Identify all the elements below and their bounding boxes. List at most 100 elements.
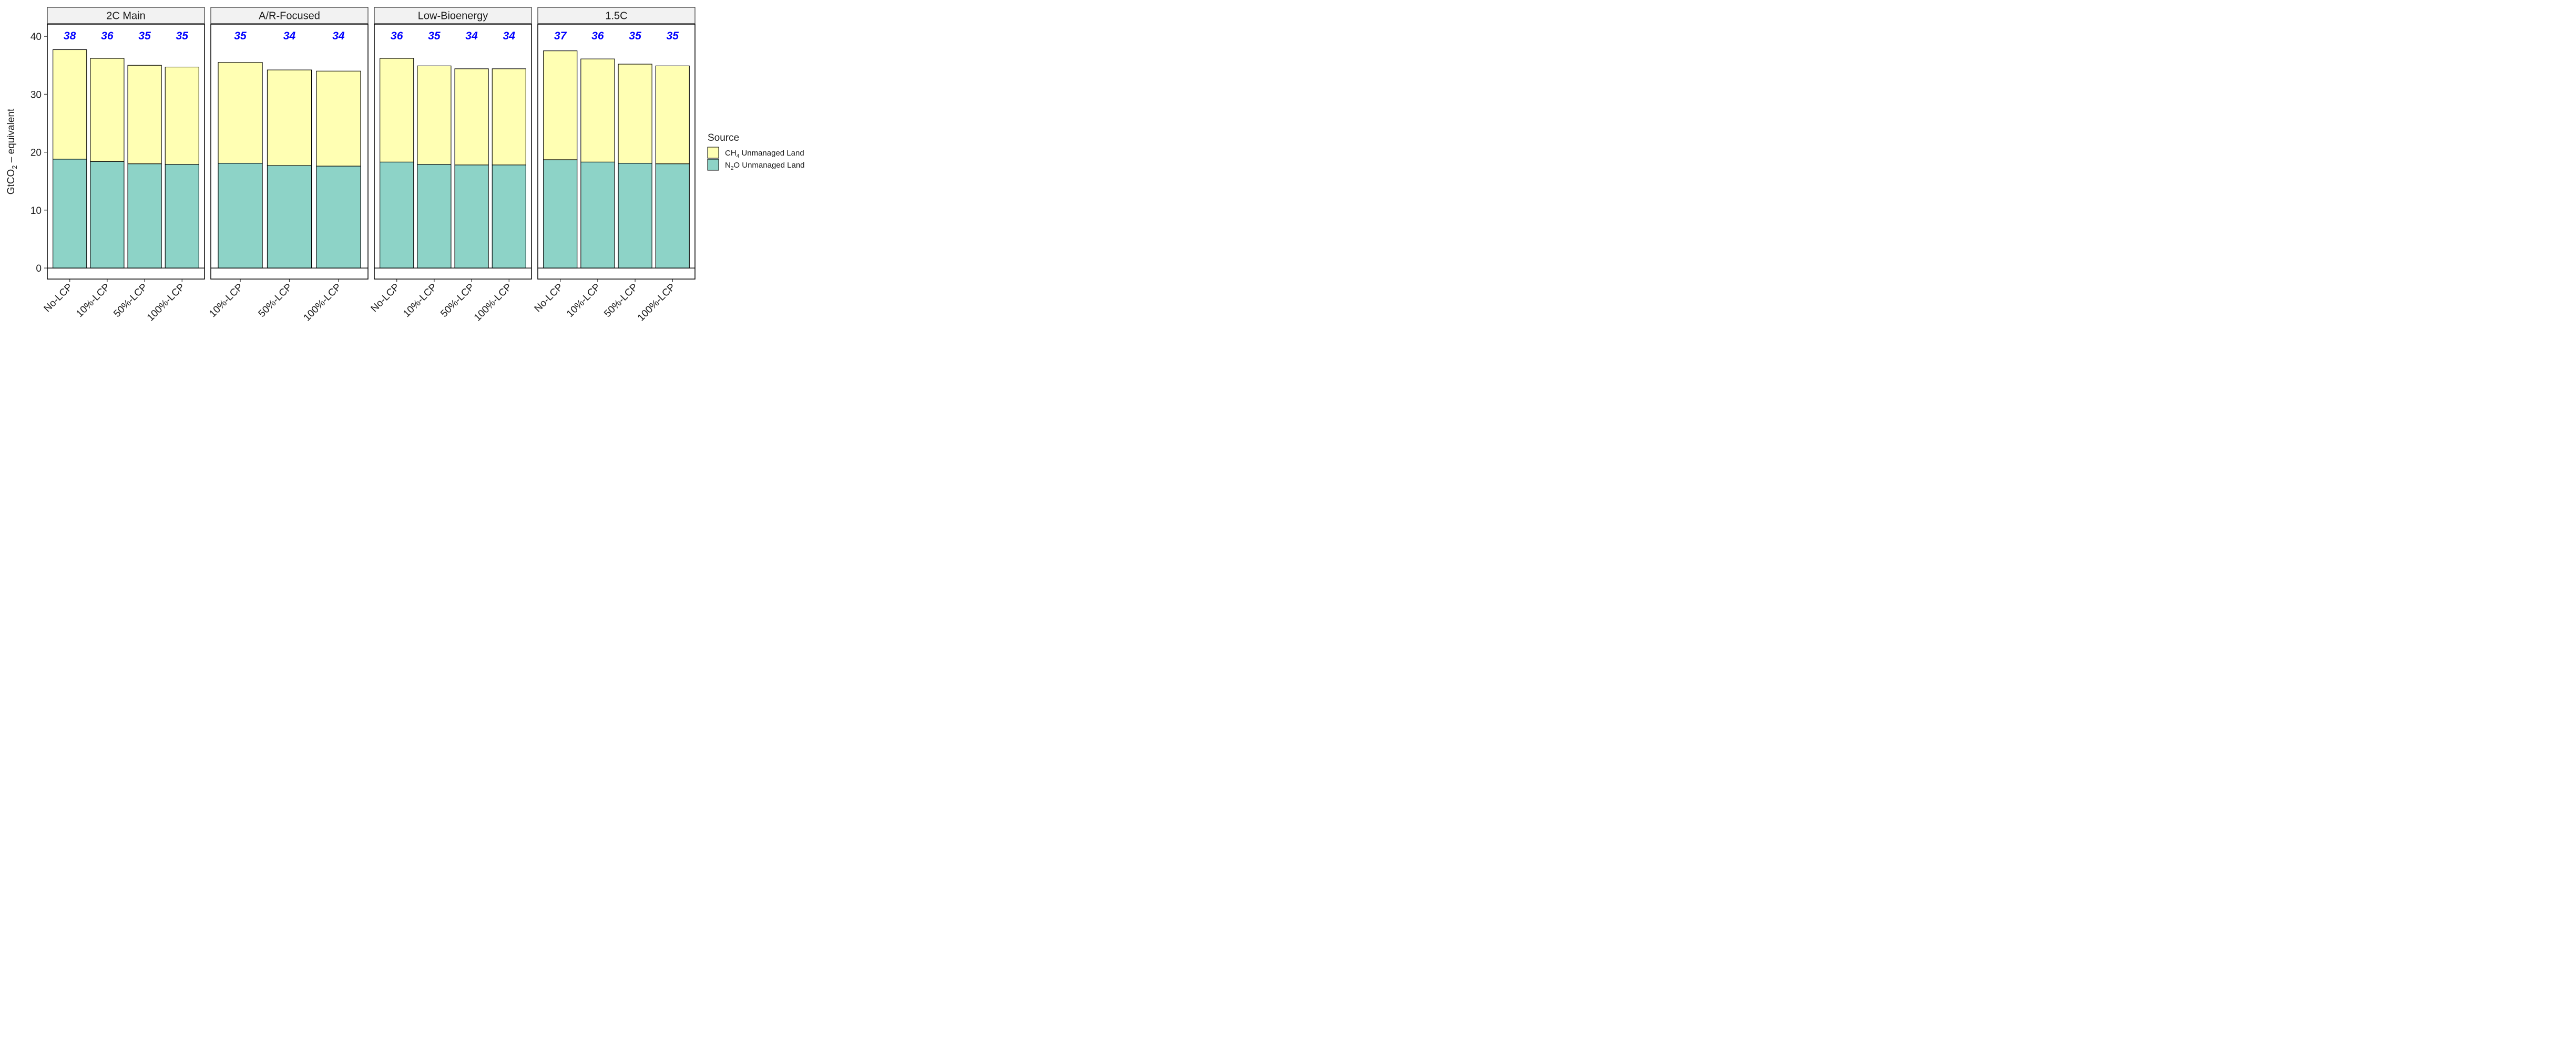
y-axis-title-subscript: 2 [11, 165, 18, 169]
legend-item: CH4 Unmanaged Land [707, 147, 804, 159]
total-value-label: 34 [465, 30, 478, 42]
bar-segment-n2o [53, 159, 87, 269]
panel-border [537, 24, 696, 280]
bar-segment-n2o [543, 159, 578, 269]
bar-segment-ch4 [316, 70, 361, 167]
legend-label-subscript: 2 [731, 166, 734, 171]
bar-segment-n2o [454, 164, 489, 269]
bar-segment-n2o [417, 164, 452, 269]
total-value-label: 36 [591, 30, 604, 42]
y-tick-label: 0 [36, 263, 42, 274]
x-tick-label: 100%-LCP [472, 282, 514, 324]
y-axis-title: GtCO2 – equivalent [6, 108, 18, 194]
legend-item: N2O Unmanaged Land [707, 159, 805, 171]
bar-segment-ch4 [218, 62, 263, 164]
total-value-label: 34 [503, 30, 516, 42]
legend-key [707, 159, 719, 171]
total-value-label: 38 [64, 30, 76, 42]
total-value-label: 35 [667, 30, 679, 42]
facet-title: Low-Bioenergy [418, 11, 488, 22]
total-value-label: 34 [332, 30, 345, 42]
facet-strip [210, 7, 369, 24]
bar-segment-ch4 [492, 68, 526, 166]
legend-label-rest: Unmanaged Land [739, 149, 804, 158]
x-tick-label: 50%-LCP [438, 282, 476, 320]
total-value-label: 35 [428, 30, 441, 42]
x-tick-label: 10%-LCP [401, 282, 439, 320]
x-tick-label: No-LCP [533, 282, 566, 315]
bar-segment-ch4 [454, 68, 489, 166]
facet-title: 2C Main [106, 11, 145, 22]
bar-segment-n2o [90, 161, 125, 269]
bar-segment-ch4 [417, 65, 452, 165]
y-axis-title-rest: – equivalent [6, 108, 17, 165]
bar-segment-ch4 [165, 67, 199, 165]
legend-label: N2O Unmanaged Land [725, 161, 805, 171]
bar-segment-ch4 [618, 64, 652, 164]
legend-title: Source [708, 132, 739, 143]
bar-segment-ch4 [53, 49, 87, 160]
y-axis-title-base: GtCO [6, 169, 17, 195]
total-value-label: 34 [283, 30, 296, 42]
x-tick-label: 50%-LCP [111, 282, 149, 320]
total-value-label: 35 [138, 30, 151, 42]
total-value-label: 36 [391, 30, 403, 42]
y-tick-label: 40 [30, 32, 42, 43]
bar-segment-ch4 [267, 69, 312, 166]
x-tick-label: 50%-LCP [257, 282, 294, 320]
total-value-label: 35 [176, 30, 189, 42]
legend-label-base: N [725, 161, 731, 170]
bar-segment-ch4 [90, 58, 125, 162]
bar-segment-n2o [127, 163, 162, 269]
bar-segment-n2o [492, 164, 526, 269]
bar-segment-n2o [618, 162, 652, 269]
x-tick-label: 100%-LCP [302, 282, 344, 324]
y-tick-label: 30 [30, 89, 42, 100]
panel-border [210, 24, 369, 280]
legend-label-base: CH [725, 149, 737, 158]
total-value-label: 36 [101, 30, 114, 42]
facet-panel: 2C Main 38 No-LCP 36 10%-LCP 35 50%-LCP 35 100%-… [42, 7, 205, 324]
x-tick-label: 10%-LCP [207, 282, 245, 320]
facet-strip [374, 7, 532, 24]
x-tick-label: No-LCP [369, 282, 402, 315]
faceted-stacked-bar-chart: 2C Main 38 No-LCP 36 10%-LCP 35 50%-LCP 35 100%-… [6, 7, 805, 324]
bar-segment-n2o [316, 166, 361, 269]
y-tick-label: 10 [30, 205, 42, 217]
x-tick-label: 100%-LCP [636, 282, 678, 324]
facet-strip [47, 7, 205, 24]
x-tick-label: 100%-LCP [145, 282, 187, 324]
total-value-label: 37 [554, 30, 567, 42]
panel-border [374, 24, 532, 280]
bar-segment-n2o [580, 161, 615, 269]
legend-label-rest: O Unmanaged Land [733, 161, 804, 170]
facet-panel: Low-Bioenergy 36 No-LCP 35 10%-LCP 34 50%-LCP 3… [369, 7, 532, 324]
bar-segment-ch4 [380, 58, 414, 162]
panel-border [47, 24, 205, 280]
legend-layer: Source CH4 Unmanaged Land N2O Unmanaged La… [707, 132, 805, 171]
bar-segment-ch4 [655, 65, 690, 164]
bar-segment-n2o [380, 161, 414, 269]
x-tick-label: 10%-LCP [74, 282, 112, 320]
bar-segment-n2o [218, 162, 263, 269]
facet-panel: 1.5C 37 No-LCP 36 10%-LCP 35 50%-LCP 35 100%-LCP [533, 7, 696, 324]
bar-segment-ch4 [543, 50, 578, 160]
total-value-label: 35 [629, 30, 641, 42]
facet-title: 1.5C [605, 11, 627, 22]
total-value-label: 35 [234, 30, 247, 42]
panels-layer: 2C Main 38 No-LCP 36 10%-LCP 35 50%-LCP 35 100%-… [42, 7, 696, 324]
legend-key [707, 147, 719, 159]
bar-segment-ch4 [127, 65, 162, 164]
facet-title: A/R-Focused [259, 11, 320, 22]
y-axis-layer: 0 10 20 30 40 GtCO2 – equivalent [6, 32, 47, 274]
legend-label: CH4 Unmanaged Land [725, 149, 804, 159]
x-tick-label: 50%-LCP [602, 282, 640, 320]
legend-label-subscript: 4 [737, 153, 740, 159]
x-tick-label: No-LCP [42, 282, 75, 315]
x-tick-label: 10%-LCP [565, 282, 602, 320]
bar-segment-n2o [165, 164, 199, 269]
facet-panel: A/R-Focused 35 10%-LCP 34 50%-LCP 34 100%-LCP [207, 7, 369, 324]
y-tick-label: 20 [30, 148, 42, 159]
chart-root: 2C Main 38 No-LCP 36 10%-LCP 35 50%-LCP 35 100%-… [0, 0, 817, 333]
bar-segment-n2o [655, 163, 690, 269]
